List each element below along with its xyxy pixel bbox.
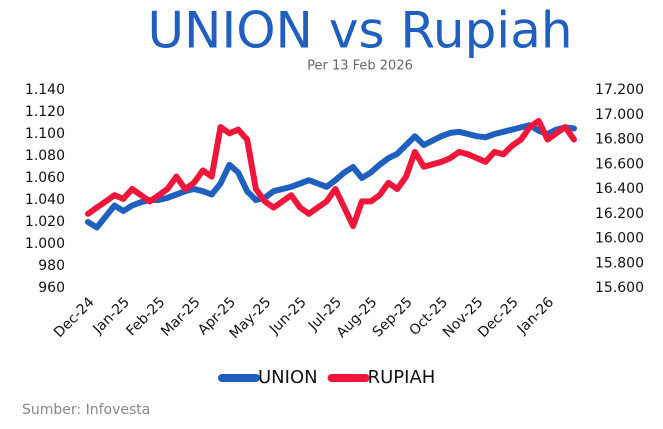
y-tick-label: 1.000 xyxy=(25,236,65,252)
y2-tick-label: 16.800 xyxy=(595,132,644,148)
y2-tick-label: 17.200 xyxy=(595,82,644,98)
line-series xyxy=(85,122,577,231)
x-tick-label: Jun-25 xyxy=(266,294,310,338)
y-tick-label: 1.060 xyxy=(25,170,65,186)
y2-tick-label: 17.000 xyxy=(595,107,644,123)
y2-tick-label: 15.600 xyxy=(595,280,644,296)
y-tick-label: 1.100 xyxy=(25,126,65,142)
y2-tick-label: 16.000 xyxy=(595,231,644,247)
y2-tick-label: 15.800 xyxy=(595,255,644,271)
y-tick-label: 980 xyxy=(38,258,65,274)
y-tick-label: 960 xyxy=(38,280,65,296)
chart-subtitle: Per 13 Feb 2026 xyxy=(307,59,413,74)
x-tick-label: Mar-25 xyxy=(158,294,204,340)
y-tick-label: 1.120 xyxy=(25,104,65,120)
x-tick-label: Dec-24 xyxy=(51,294,98,341)
y-tick-label: 1.080 xyxy=(25,148,65,164)
x-tick-label: Sep-25 xyxy=(370,294,416,340)
x-tick-label: Jan-26 xyxy=(514,294,558,338)
legend-label: UNION xyxy=(258,367,318,388)
y2-tick-label: 16.400 xyxy=(595,181,644,197)
chart-title: UNION vs Rupiah xyxy=(147,2,572,60)
y-tick-label: 1.140 xyxy=(25,82,65,98)
y-tick-label: 1.020 xyxy=(25,214,65,230)
line-series xyxy=(85,117,577,230)
source: Sumber: Infovesta xyxy=(22,402,150,418)
y-tick-label: 1.040 xyxy=(25,192,65,208)
y2-tick-label: 16.600 xyxy=(595,156,644,172)
y2-tick-label: 16.200 xyxy=(595,206,644,222)
legend-label: RUPIAH xyxy=(368,367,436,388)
